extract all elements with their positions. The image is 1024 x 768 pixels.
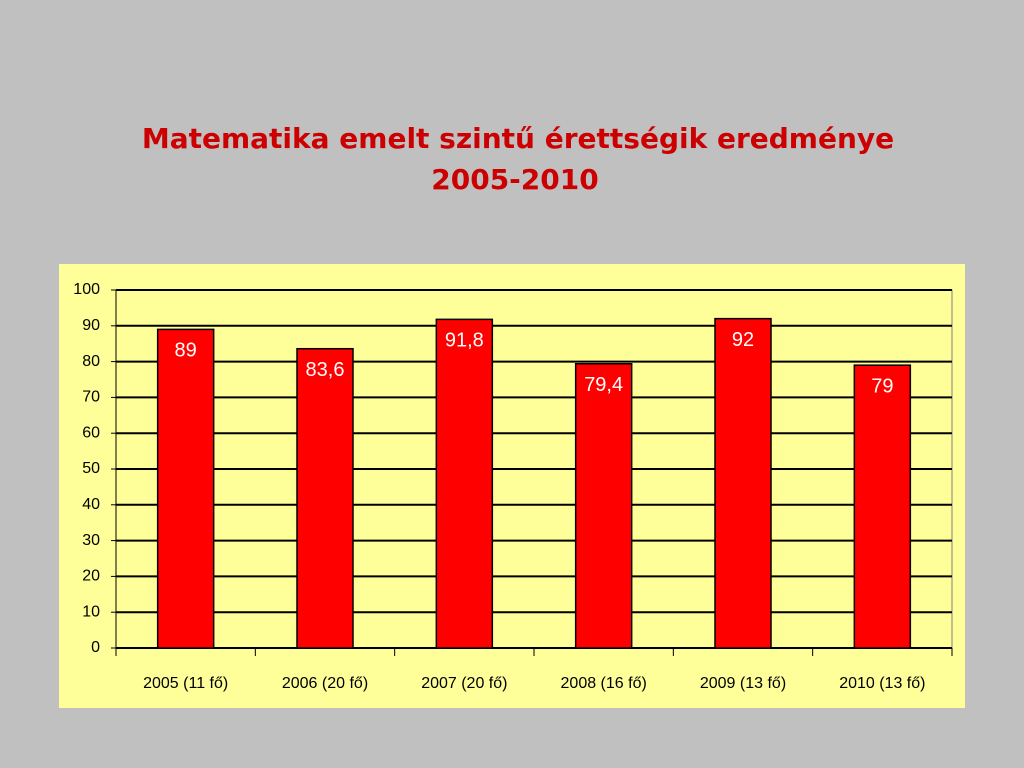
bar: [714, 317, 772, 649]
bar: [296, 347, 354, 649]
bar: [574, 362, 633, 649]
y-tick-label: 60: [82, 424, 100, 441]
x-tick-label: 2007 (20 fő): [421, 675, 507, 692]
data-label: 92: [732, 329, 754, 351]
data-label: 89: [175, 340, 197, 362]
data-label: 79: [871, 375, 893, 397]
y-tick-label: 90: [82, 317, 100, 334]
chart-title: Matematika emelt szintű érettségik eredm…: [142, 122, 894, 155]
chart-subtitle: 2005-2010: [431, 163, 598, 196]
y-tick-label: 50: [82, 460, 100, 477]
y-tick-label: 80: [82, 353, 100, 370]
data-label: 83,6: [306, 359, 345, 381]
x-tick-label: 2005 (11 fő): [143, 675, 228, 692]
bar: [853, 364, 912, 649]
x-tick-label: 2010 (13 fő): [839, 675, 925, 692]
y-tick-label: 30: [82, 532, 100, 549]
y-tick-label: 20: [82, 568, 100, 585]
x-tick-label: 2008 (16 fő): [561, 675, 647, 692]
data-label: 91,8: [445, 330, 484, 352]
y-tick-label: 100: [73, 281, 100, 298]
y-tick-label: 70: [82, 389, 100, 406]
y-tick-label: 10: [82, 603, 100, 620]
x-tick-label: 2006 (20 fő): [282, 675, 368, 692]
x-tick-label: 2009 (13 fő): [700, 675, 786, 692]
bar: [156, 328, 215, 649]
data-label: 79,4: [584, 374, 623, 396]
bar: [435, 318, 494, 649]
y-tick-label: 40: [82, 496, 100, 513]
y-tick-label: 0: [91, 639, 100, 656]
